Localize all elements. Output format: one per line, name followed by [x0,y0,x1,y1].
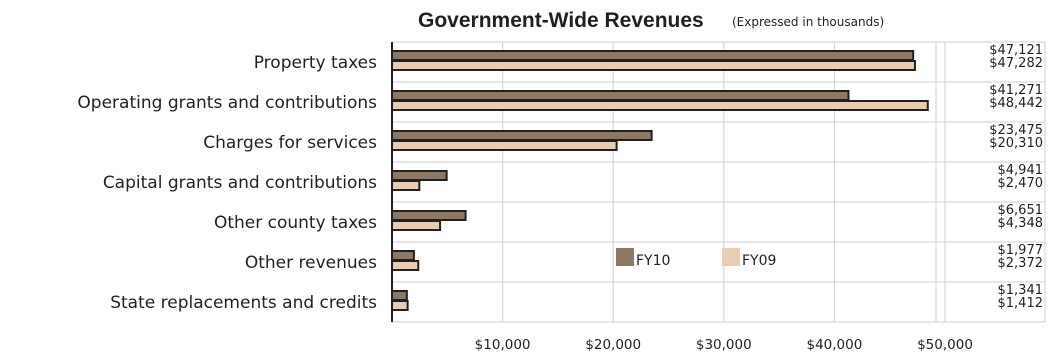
category-labels: Property taxes Operating grants and contr… [77,53,377,313]
chart-title: Government-Wide Revenues (Expressed in t… [418,9,884,32]
chart-subtitle: (Expressed in thousands) [732,15,884,29]
bar-fy10-0 [391,50,915,61]
value-label-fy09: $47,282 [989,56,1043,71]
value-label-fy10: $1,977 [998,243,1044,258]
bar-fy10-3 [391,170,448,181]
value-label-fy10: $1,341 [998,283,1044,298]
category-label: Charges for services [203,133,377,153]
legend-swatch-fy09 [722,248,740,266]
bar-fy09-5 [391,260,420,271]
value-label-fy10: $23,475 [989,123,1043,138]
category-label: Capital grants and contributions [103,173,377,193]
value-label-fy09: $20,310 [989,136,1043,151]
legend-label-fy09: FY09 [742,253,776,269]
value-label-fy09: $2,470 [998,176,1044,191]
category-label: Operating grants and contributions [77,93,377,113]
category-label: Other county taxes [214,213,377,233]
value-label-fy09: $1,412 [998,296,1044,311]
value-label-fy10: $47,121 [989,43,1043,58]
plot-background [392,42,1045,322]
bar-fy09-0 [391,60,916,71]
x-tick-label: $30,000 [696,337,752,353]
legend-swatch-fy10 [616,248,634,266]
value-labels: $47,121$47,282 $41,271$48,442 $23,475$20,3… [989,43,1043,311]
chart-title-text: Government-Wide Revenues [418,9,704,32]
value-label-fy09: $2,372 [998,256,1044,271]
bar-fy09-1 [391,100,929,111]
plot-area [391,41,1046,323]
x-tick-label: $10,000 [475,337,531,353]
bar-fy09-3 [391,180,421,191]
bar-fy09-4 [391,220,442,231]
bar-fy09-6 [391,300,409,311]
bar-fy10-1 [391,90,850,101]
bar-fy10-4 [391,210,467,221]
x-axis-tick-labels: $10,000 $20,000 $30,000 $40,000 $50,000 [475,337,973,353]
category-label: Other revenues [245,253,377,273]
value-label-fy10: $41,271 [989,83,1043,98]
category-label: State replacements and credits [110,293,377,313]
bar-fy10-5 [391,250,415,261]
value-label-fy09: $48,442 [989,96,1043,111]
value-label-fy10: $6,651 [998,203,1044,218]
category-label: Property taxes [254,53,377,73]
x-tick-label: $20,000 [585,337,641,353]
value-label-fy09: $4,348 [998,216,1044,231]
bar-fy09-2 [391,140,618,151]
legend-label-fy10: FY10 [636,253,670,269]
bar-fy10-6 [391,290,408,301]
x-tick-label: $50,000 [917,337,973,353]
value-label-fy10: $4,941 [998,163,1044,178]
bar-fy10-2 [391,130,653,141]
x-tick-label: $40,000 [806,337,862,353]
legend: FY10 FY09 [616,248,776,269]
